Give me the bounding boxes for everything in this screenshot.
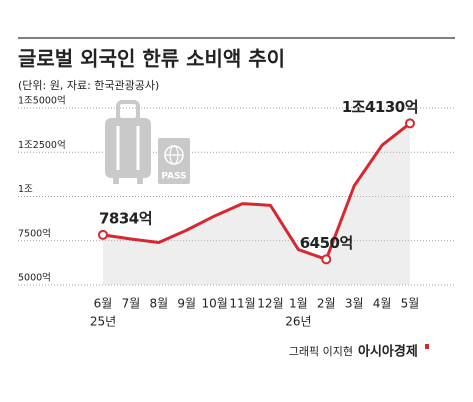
y-tick-label: 5000억 bbox=[18, 272, 51, 284]
credit: 그래픽 이지현 bbox=[289, 345, 353, 358]
x-tick-label: 6월 bbox=[94, 297, 113, 311]
plot: 5000억 7500억 1조 1조2500억 1조5000억 7834억 6450억 1조41… bbox=[18, 95, 455, 329]
x-tick-label: 9월 bbox=[177, 297, 196, 311]
line bbox=[102, 122, 411, 261]
value-label: 7834억 bbox=[99, 209, 152, 227]
point bbox=[321, 254, 332, 265]
chart-subtitle: (단위: 원, 자료: 한국관광공사) bbox=[18, 79, 159, 92]
x-tick-label: 10월 bbox=[201, 297, 227, 311]
x-year-label: 26년 bbox=[285, 315, 311, 329]
y-tick-label: 1조5000억 bbox=[18, 95, 66, 107]
publisher-mark bbox=[425, 344, 429, 349]
x-tick-label: 5월 bbox=[401, 297, 420, 311]
x-tick-label: 11월 bbox=[229, 297, 255, 311]
publisher: 아시아경제 bbox=[358, 344, 418, 360]
x-tick-label: 2월 bbox=[317, 297, 336, 311]
value-label: 1조4130억 bbox=[342, 98, 418, 116]
y-tick-label: 1조2500억 bbox=[18, 139, 66, 151]
x-tick-label: 4월 bbox=[373, 297, 392, 311]
x-year-label: 25년 bbox=[90, 315, 116, 329]
suitcase-icon bbox=[105, 100, 151, 184]
x-tick-label: 3월 bbox=[345, 297, 364, 311]
chart-title: 글로벌 외국인 한류 소비액 추이 bbox=[18, 47, 285, 71]
y-tick-label: 1조 bbox=[18, 184, 33, 195]
point bbox=[405, 118, 415, 129]
passport-icon: PASS bbox=[158, 138, 190, 184]
x-tick-label: 1월 bbox=[289, 297, 308, 311]
passport-text: PASS bbox=[161, 172, 186, 182]
x-tick-label: 12월 bbox=[257, 297, 283, 311]
y-tick-label: 7500억 bbox=[18, 227, 51, 239]
point bbox=[98, 229, 108, 240]
x-tick-label: 8월 bbox=[149, 297, 168, 311]
x-tick-label: 7월 bbox=[122, 297, 141, 311]
value-label: 6450억 bbox=[300, 234, 353, 252]
